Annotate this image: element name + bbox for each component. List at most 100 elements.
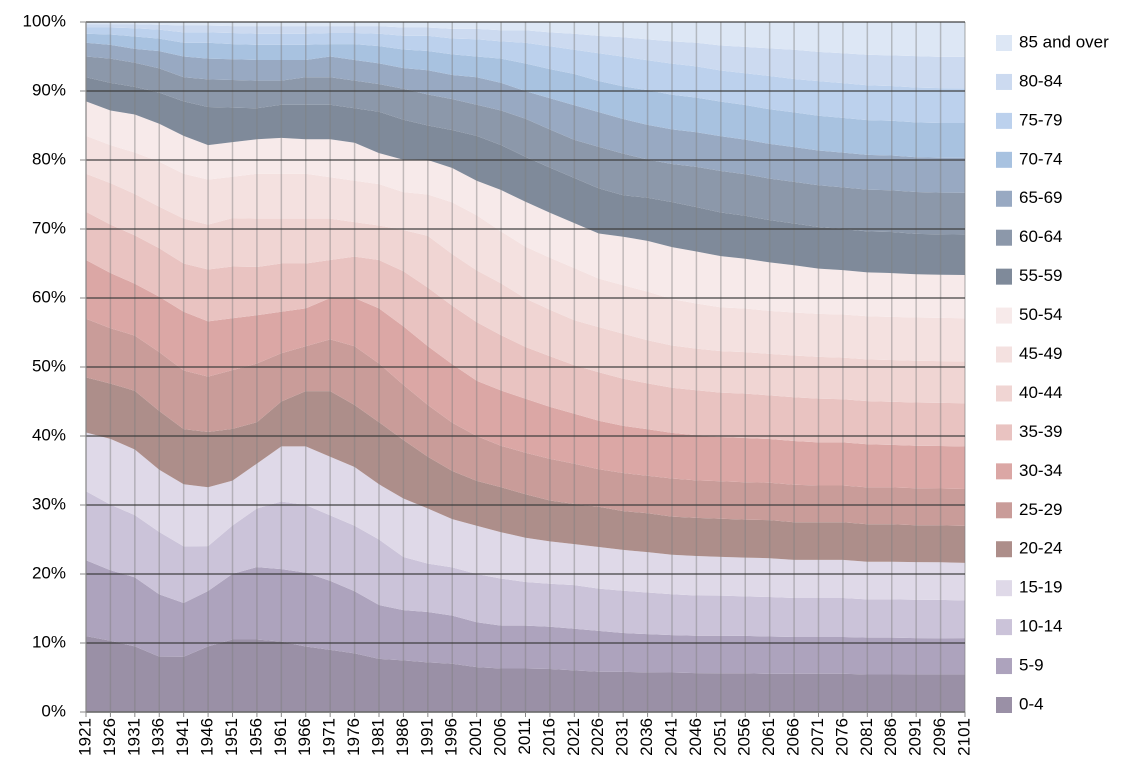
x-tick-label: 2041: [661, 718, 680, 756]
legend-label: 20-24: [1019, 539, 1062, 558]
legend-label: 40-44: [1019, 383, 1062, 402]
x-tick-label: 2046: [686, 718, 705, 756]
legend-swatch: [996, 112, 1012, 129]
area: [86, 560, 965, 675]
y-tick-label: 70%: [32, 218, 66, 237]
x-tick-label: 1971: [320, 718, 339, 756]
legend-label: 25-29: [1019, 500, 1062, 519]
legend-swatch: [996, 151, 1012, 168]
x-tick-label: 1981: [368, 718, 387, 756]
legend-swatch: [996, 697, 1012, 713]
y-tick-label: 10%: [32, 632, 66, 651]
x-tick-label: 1941: [173, 718, 192, 756]
x-tick-label: 2001: [466, 718, 485, 756]
area: [86, 42, 965, 193]
y-tick-label: 90%: [32, 80, 66, 99]
legend-label: 85 and over: [1019, 32, 1109, 51]
legend-swatch: [996, 502, 1012, 519]
y-tick-label: 20%: [32, 563, 66, 582]
legend-label: 0-4: [1019, 694, 1044, 713]
x-tick-label: 2101: [954, 718, 973, 756]
area: [86, 22, 965, 57]
legend-swatch: [996, 463, 1012, 480]
x-tick-label: 1946: [198, 718, 217, 756]
y-tick-label: 80%: [32, 149, 66, 168]
y-tick-label: 0%: [41, 701, 66, 720]
y-tick-label: 100%: [23, 11, 66, 30]
x-tick-label: 2086: [881, 718, 900, 756]
x-tick-label: 1956: [246, 718, 265, 756]
legend-swatch: [996, 385, 1012, 402]
area: [86, 101, 965, 319]
legend-swatch: [996, 346, 1012, 363]
x-tick-label: 2031: [613, 718, 632, 756]
area: [86, 318, 965, 526]
area: [86, 27, 965, 124]
legend-swatch: [996, 580, 1012, 597]
area: [86, 432, 965, 601]
y-tick-label: 50%: [32, 356, 66, 375]
x-tick-label: 1951: [222, 718, 241, 756]
area: [86, 211, 965, 447]
area: [86, 491, 965, 639]
x-tick-label: 2091: [906, 718, 925, 756]
legend-swatch: [996, 35, 1012, 51]
legend-swatch: [996, 541, 1012, 558]
x-tick-label: 2006: [491, 718, 510, 756]
legend-label: 35-39: [1019, 422, 1062, 441]
area: [86, 260, 965, 489]
x-tick-label: 1996: [442, 718, 461, 756]
legend-swatch: [996, 619, 1012, 636]
x-tick-label: 1986: [393, 718, 412, 756]
x-tick-label: 2066: [784, 718, 803, 756]
area: [86, 173, 965, 404]
x-tick-label: 2011: [515, 718, 534, 755]
legend-swatch: [996, 190, 1012, 207]
legend-swatch: [996, 658, 1012, 675]
y-tick-label: 30%: [32, 494, 66, 513]
x-tick-label: 2061: [759, 718, 778, 756]
legend-label: 15-19: [1019, 578, 1062, 597]
x-tick-label: 1926: [100, 718, 119, 756]
x-tick-label: 2096: [930, 718, 949, 756]
legend-label: 75-79: [1019, 110, 1062, 129]
x-tick-label: 1931: [124, 718, 143, 756]
legend-label: 45-49: [1019, 344, 1062, 363]
legend-label: 30-34: [1019, 461, 1062, 480]
x-tick-label: 2021: [564, 718, 583, 756]
x-tick-label: 1961: [271, 718, 290, 756]
area: [86, 135, 965, 362]
legend-swatch: [996, 424, 1012, 441]
area: [86, 377, 965, 563]
area: [86, 24, 965, 89]
area: [86, 636, 965, 712]
y-tick-label: 60%: [32, 287, 66, 306]
area: [86, 33, 965, 158]
x-tick-label: 2056: [735, 718, 754, 756]
legend-label: 10-14: [1019, 617, 1062, 636]
legend-label: 55-59: [1019, 266, 1062, 285]
legend-label: 65-69: [1019, 188, 1062, 207]
x-tick-label: 2016: [539, 718, 558, 756]
area: [86, 77, 965, 275]
legend-label: 80-84: [1019, 71, 1062, 90]
x-tick-label: 2071: [808, 718, 827, 756]
x-tick-label: 1991: [417, 718, 436, 756]
x-tick-label: 1936: [149, 718, 168, 756]
legend-label: 70-74: [1019, 149, 1062, 168]
x-tick-label: 2051: [710, 718, 729, 756]
x-tick-label: 2081: [857, 718, 876, 756]
x-tick-label: 1966: [295, 718, 314, 756]
x-tick-label: 1976: [344, 718, 363, 756]
legend-swatch: [996, 307, 1012, 324]
y-tick-label: 40%: [32, 425, 66, 444]
legend-swatch: [996, 268, 1012, 285]
legend-label: 5-9: [1019, 656, 1044, 675]
x-tick-label: 1921: [75, 718, 94, 756]
x-tick-label: 2026: [588, 718, 607, 756]
legend-swatch: [996, 73, 1012, 90]
legend-label: 50-54: [1019, 305, 1062, 324]
x-tick-label: 2076: [832, 718, 851, 756]
legend-label: 60-64: [1019, 227, 1062, 246]
